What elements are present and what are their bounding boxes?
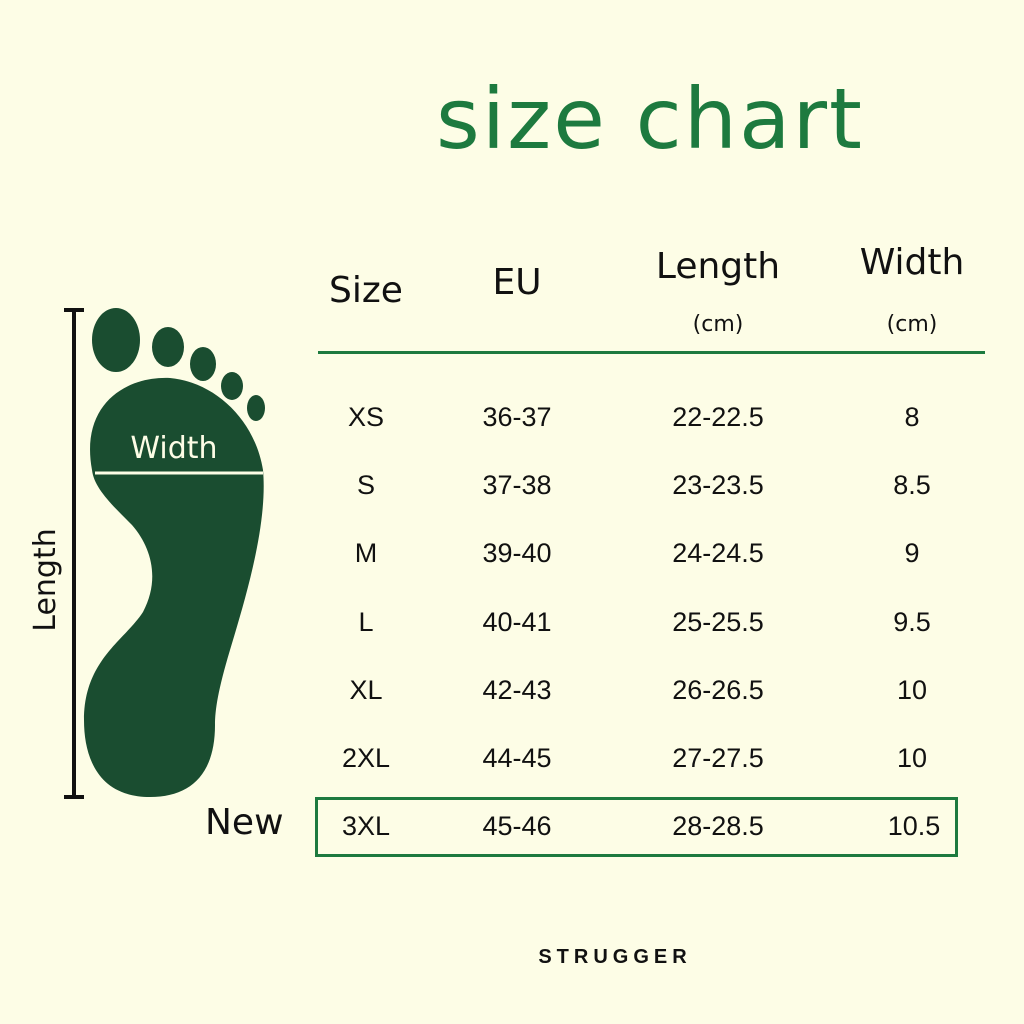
table-cell: 40-41 <box>482 606 552 637</box>
table-cell: L <box>358 606 374 637</box>
table-cell: 39-40 <box>482 538 552 569</box>
table-cell: 10 <box>896 743 928 773</box>
table-cell: 37-38 <box>482 470 552 501</box>
new-size-highlight <box>315 797 958 857</box>
table-cell: 28-28.5 <box>672 811 764 842</box>
foot-diagram: Width Length <box>28 308 265 799</box>
table-cell: 9 <box>904 538 920 569</box>
header-size: Size <box>329 270 403 311</box>
width-label: Width <box>130 431 217 466</box>
table-cell: 26-26.5 <box>672 674 764 705</box>
header-width: Width <box>859 242 965 283</box>
header-length: Length <box>655 246 781 287</box>
header-divider <box>318 351 985 354</box>
table-cell: S <box>356 470 376 501</box>
table-cell: XL <box>349 674 383 705</box>
table-cell: XS <box>347 402 385 432</box>
table-cell: 23-23.5 <box>672 470 764 501</box>
header-eu: EU <box>492 262 542 303</box>
foot-icon <box>84 308 265 797</box>
page-title: size chart <box>436 70 864 168</box>
table-cell: 8 <box>904 402 920 432</box>
table-cell: 2XL <box>341 743 391 773</box>
table-cell: 9.5 <box>893 606 931 637</box>
table-cell: 10 <box>896 674 928 705</box>
length-label: Length <box>28 528 63 631</box>
table-cell: 3XL <box>341 811 391 842</box>
new-label: New <box>205 802 284 843</box>
table-cell: 42-43 <box>482 674 552 705</box>
table-cell: 44-45 <box>482 743 552 773</box>
table-cell: 27-27.5 <box>672 743 764 773</box>
table-cell: 36-37 <box>482 402 552 432</box>
table-cell: 22-22.5 <box>672 402 764 432</box>
brand-name: STRUGGER <box>538 946 692 968</box>
table-cell: 25-25.5 <box>672 606 764 637</box>
table-cell: 45-46 <box>482 811 552 842</box>
length-bar <box>64 308 84 799</box>
table-cell: M <box>354 538 378 569</box>
header-width-unit: (cm) <box>886 312 938 337</box>
table-cell: 8.5 <box>893 470 931 501</box>
table-cell: 10.5 <box>887 811 941 842</box>
header-length-unit: (cm) <box>692 312 744 337</box>
table-cell: 24-24.5 <box>672 538 764 569</box>
